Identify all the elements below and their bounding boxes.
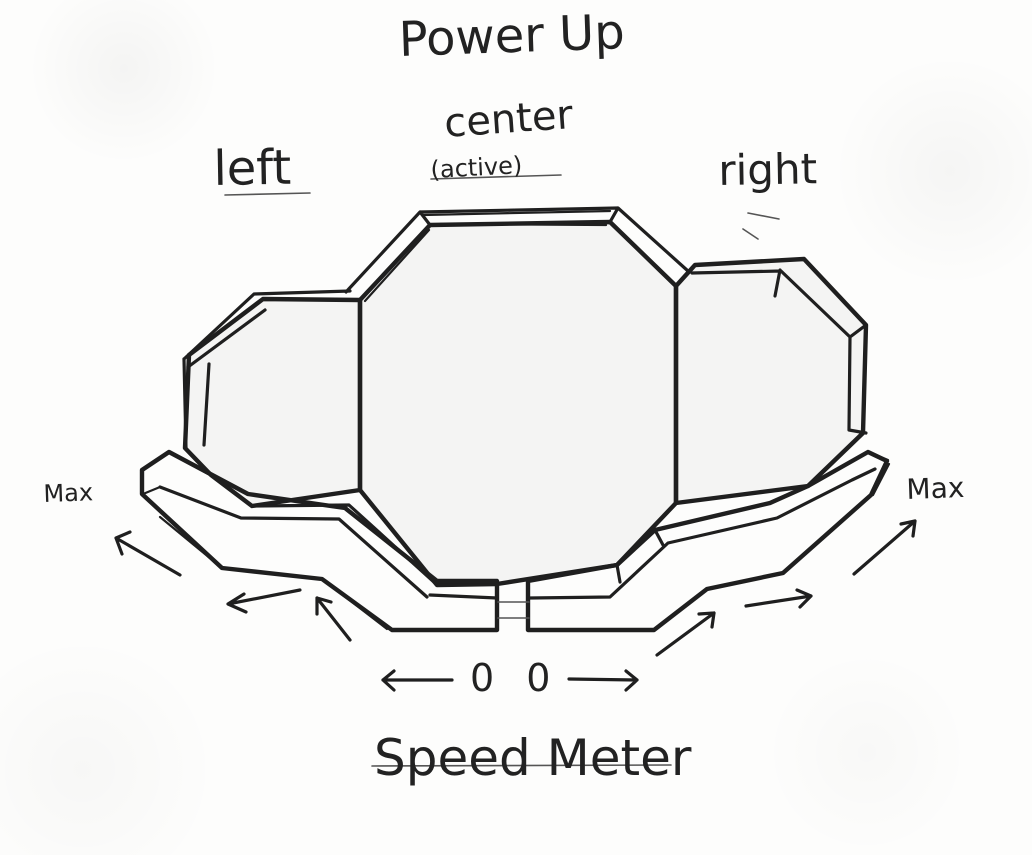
speed-meter-zero-label: 0 0 [470, 656, 561, 700]
left-max-label: Max [42, 478, 94, 508]
speed-meter-title: Speed Meter [374, 729, 692, 787]
left-power-up-label: left [212, 139, 292, 197]
center-power-up-label: center [442, 92, 575, 147]
center-panel-inner-bevel [344, 206, 690, 294]
left-panel-outline [182, 296, 363, 509]
speed-meter-left-inner [158, 450, 499, 600]
left-arrow-middle [226, 588, 302, 614]
right-arrow-lower [655, 611, 716, 657]
right-power-up-label: right [717, 144, 818, 195]
left-panel-bevel [182, 289, 352, 450]
left-label-underline-shadow [224, 192, 311, 196]
right-panel-bevel [690, 268, 868, 435]
left-zero-arrow [381, 669, 454, 692]
speed-meter-center-shadow [497, 601, 530, 619]
left-arrow-upper [114, 530, 182, 577]
center-label-shadow [430, 174, 562, 180]
right-arrow-upper [852, 519, 917, 576]
right-label-shadow [742, 212, 780, 240]
center-panel-edge [363, 209, 678, 505]
left-arrow-lower [315, 596, 352, 642]
speed-meter-left-top-edge [141, 451, 389, 631]
sketch-marks [224, 174, 780, 767]
right-arrow-middle [744, 588, 813, 609]
center-panel-band [360, 222, 676, 585]
right-panel-outline [673, 256, 869, 506]
speed-meter-track [139, 449, 891, 633]
right-max-label: Max [905, 470, 965, 506]
power-up-panels [182, 206, 869, 588]
speed-meter-right-top-edge [705, 450, 891, 591]
diagram-title: Power Up [397, 4, 626, 68]
direction-arrows [114, 519, 917, 692]
center-power-up-note: (active) [429, 151, 523, 184]
right-zero-arrow [567, 669, 639, 692]
speed-meter-right-inner [528, 467, 877, 600]
bottom-title-shadow [371, 764, 672, 767]
